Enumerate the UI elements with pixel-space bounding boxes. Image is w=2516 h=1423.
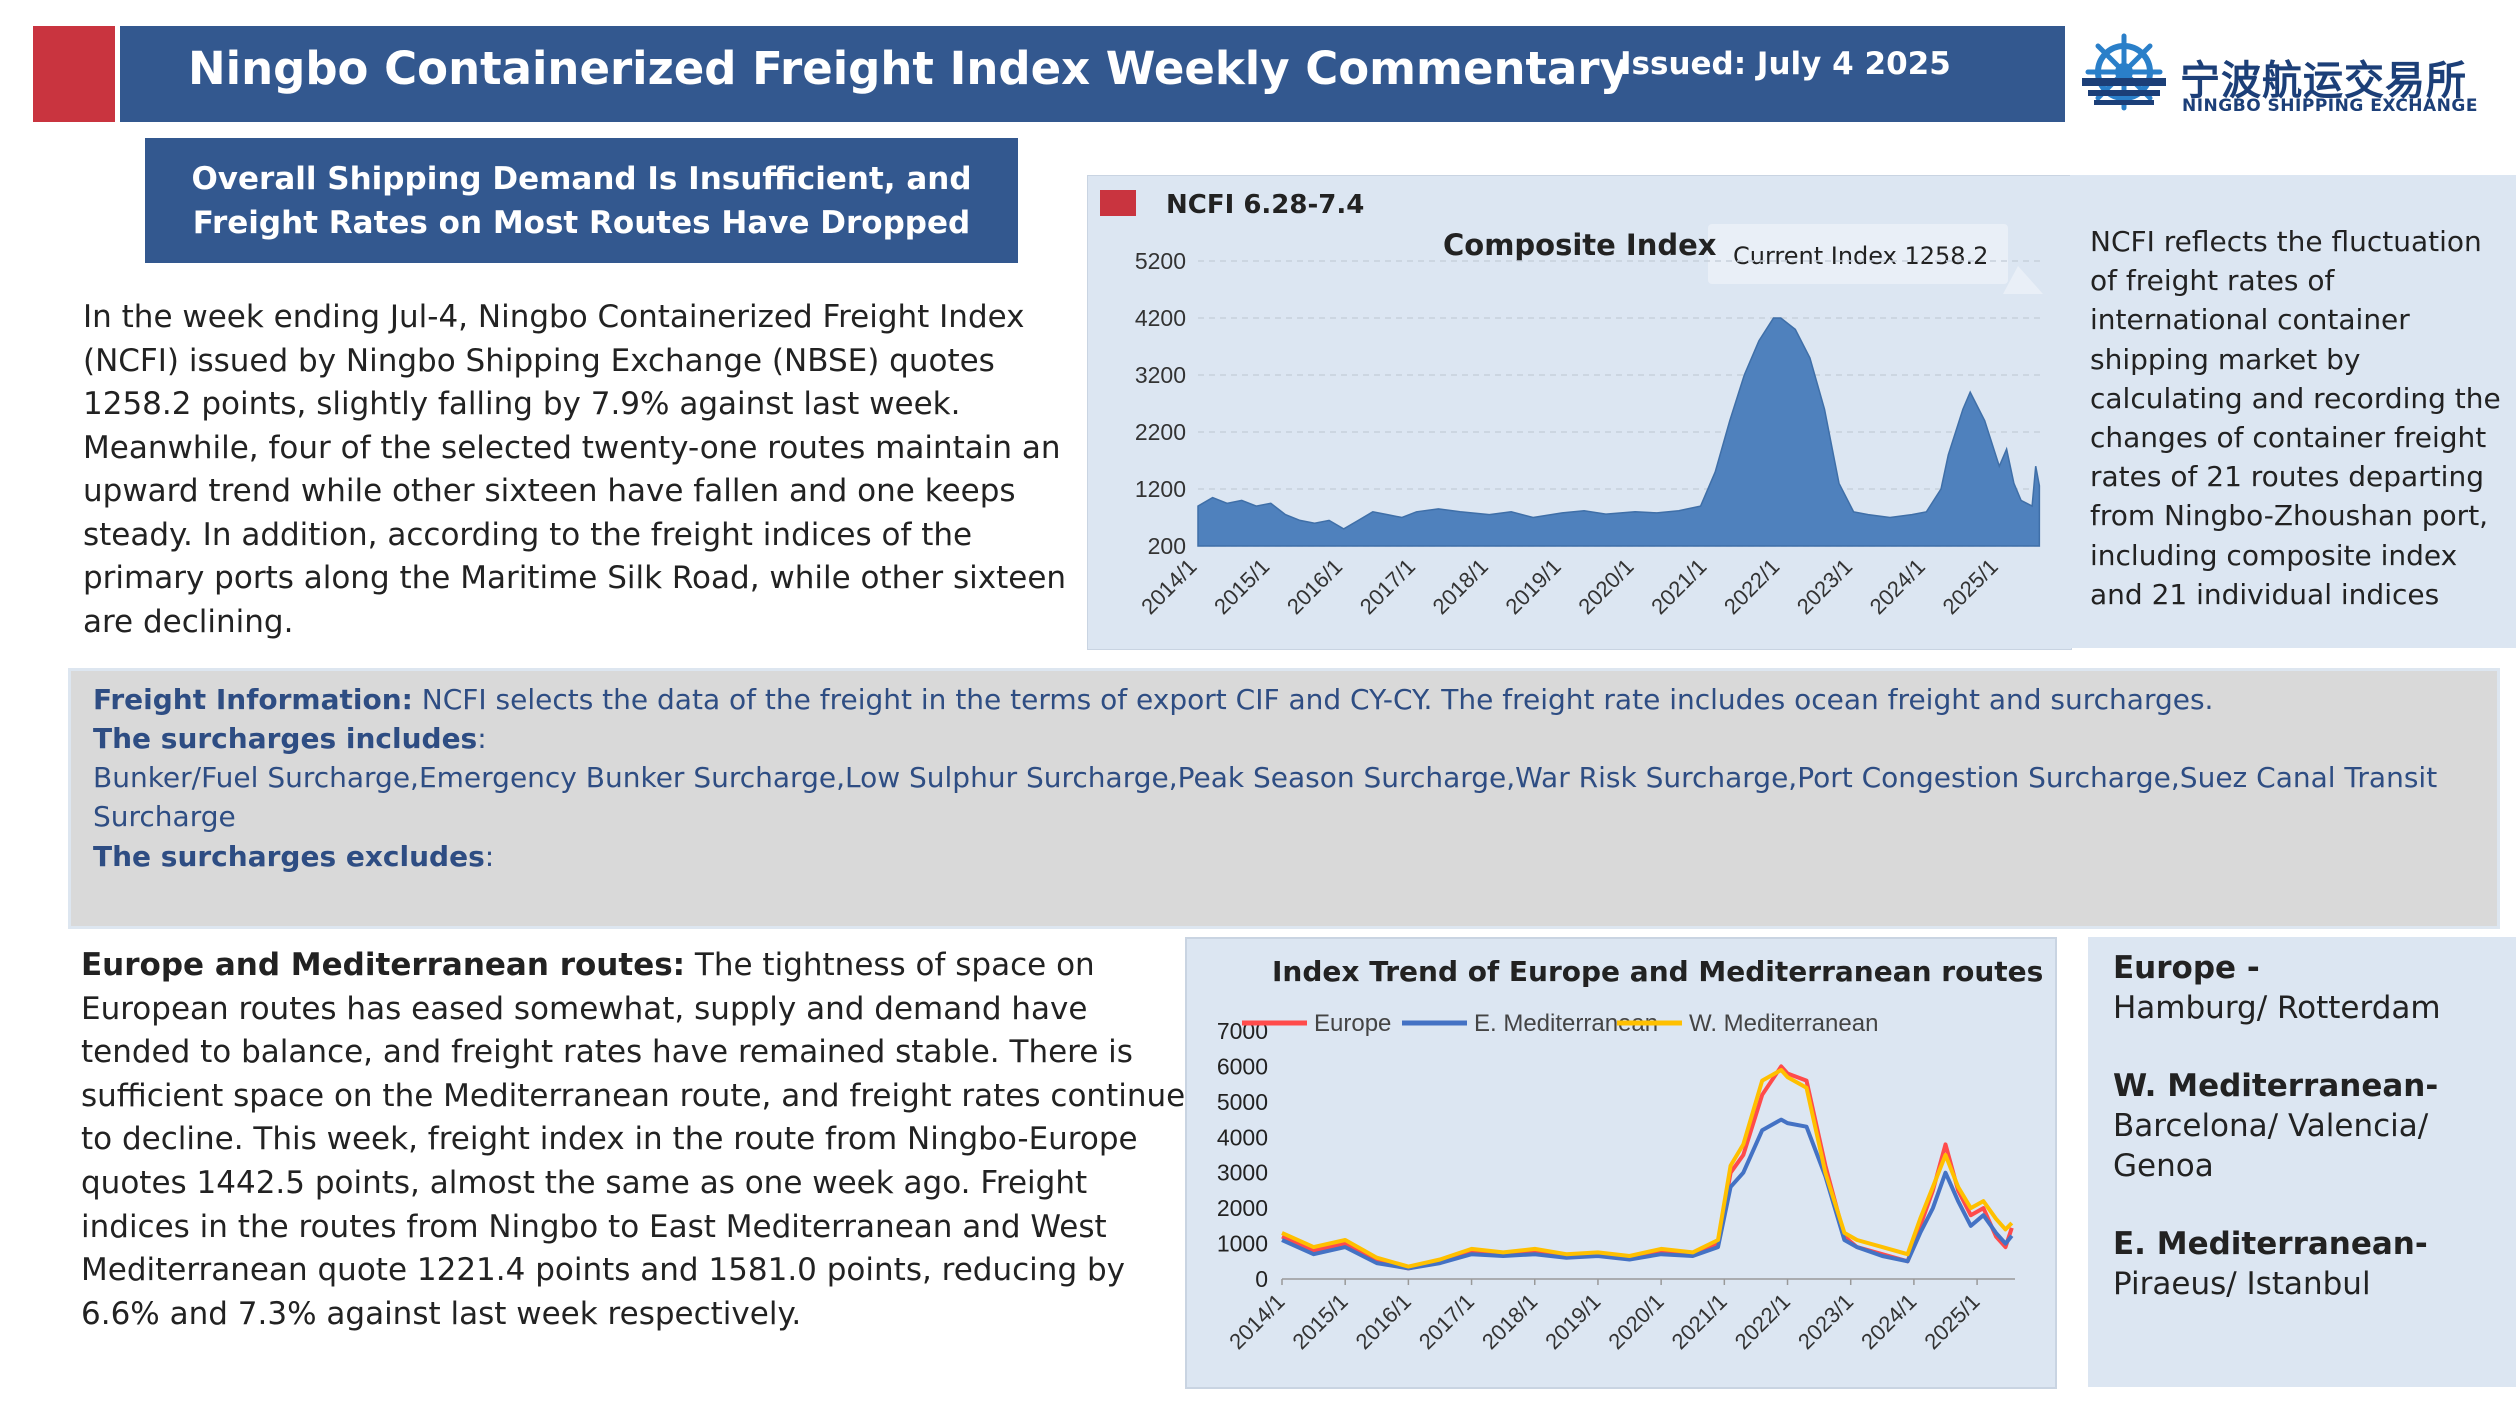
description-panel xyxy=(2070,175,2516,648)
eu-y-tick-label: 2000 xyxy=(1217,1195,1268,1221)
header-accent-block xyxy=(33,26,115,122)
ncfi-chart-panel: NCFI 6.28-7.4 Composite Index Current In… xyxy=(1087,175,2072,650)
title-bar xyxy=(120,26,2065,122)
eu-x-tick-label: 2022/1 xyxy=(1730,1289,1795,1354)
subtitle-text: Overall Shipping Demand Is Insufficient,… xyxy=(191,160,972,241)
eu-y-tick-label: 5000 xyxy=(1217,1089,1268,1115)
ncfi-x-tick-label: 2024/1 xyxy=(1865,554,1930,619)
route-wmed-ports: Barcelona/ Valencia/ xyxy=(2113,1108,2429,1144)
ncfi-x-tick-label: 2021/1 xyxy=(1646,554,1711,619)
eu-x-tick-label: 2021/1 xyxy=(1667,1289,1732,1354)
logo-chinese-name: 宁波航运交易所 xyxy=(2180,58,2467,104)
eu-y-tick-label: 3000 xyxy=(1217,1160,1268,1186)
logo-english-name: NINGBO SHIPPING EXCHANGE xyxy=(2182,96,2478,116)
summary-paragraph: In the week ending Jul-4, Ningbo Contain… xyxy=(83,299,1067,640)
ncfi-x-tick-label: 2014/1 xyxy=(1136,554,1201,619)
current-index-callout xyxy=(1708,224,2008,284)
surcharge-excludes-line: The surcharges excludes: xyxy=(93,840,495,873)
eu-series-line xyxy=(1281,1068,2014,1269)
ncfi-x-tick-label: 2020/1 xyxy=(1573,554,1638,619)
eu-series-line xyxy=(1281,1064,2014,1271)
europe-text: The tightness of space on European route… xyxy=(81,947,1186,1332)
surcharge-excludes-label: The surcharges excludes xyxy=(93,840,485,873)
surcharge-includes-label: The surcharges includes xyxy=(93,722,478,755)
ncfi-y-tick-label: 200 xyxy=(1148,533,1186,559)
eu-x-tick-label: 2016/1 xyxy=(1351,1289,1416,1354)
eu-y-tick-label: 0 xyxy=(1255,1266,1268,1292)
route-emed-ports: Piraeus/ Istanbul xyxy=(2113,1266,2371,1302)
eu-x-tick-label: 2025/1 xyxy=(1919,1289,1984,1354)
europe-paragraph: Europe and Mediterranean routes: The tig… xyxy=(81,944,1191,1336)
ncfi-x-tick-label: 2019/1 xyxy=(1500,554,1565,619)
nbse-logo: 宁波航运交易所 NINGBO SHIPPING EXCHANGE xyxy=(2070,26,2516,122)
eu-x-tick-label: 2023/1 xyxy=(1793,1289,1858,1354)
eu-x-tick-label: 2017/1 xyxy=(1414,1289,1479,1354)
subtitle-box: Overall Shipping Demand Is Insufficient,… xyxy=(145,138,1018,263)
ncfi-legend-label: NCFI 6.28-7.4 xyxy=(1166,190,1365,220)
freight-info-text: NCFI selects the data of the freight in … xyxy=(412,683,2214,716)
eu-legend-label: W. Mediterranean xyxy=(1689,1010,1878,1037)
route-emed-title: E. Mediterranean- xyxy=(2113,1226,2428,1262)
ncfi-chart: 200 1200 2200 3200 4200 5200 2014/1 2015/1 2016/… xyxy=(1135,248,2043,619)
eu-x-tick-label: 2024/1 xyxy=(1856,1289,1921,1354)
surcharge-includes-line: The surcharges includes: xyxy=(93,722,487,755)
ncfi-x-tick-label: 2022/1 xyxy=(1719,554,1784,619)
freight-info-line: Freight Information: NCFI selects the da… xyxy=(93,683,2213,716)
eu-y-tick-label: 6000 xyxy=(1217,1053,1268,1079)
ncfi-x-tick-label: 2017/1 xyxy=(1355,554,1420,619)
ncfi-chart-title: Composite Index xyxy=(1443,228,1717,262)
freight-info-label: Freight Information: xyxy=(93,683,413,716)
route-wmed-title: W. Mediterranean- xyxy=(2113,1068,2439,1104)
page-title: Ningbo Containerized Freight Index Weekl… xyxy=(188,42,1629,95)
ncfi-x-tick-label: 2015/1 xyxy=(1209,554,1274,619)
ncfi-y-tick-label: 2200 xyxy=(1135,419,1186,445)
ncfi-legend-swatch xyxy=(1100,190,1136,216)
route-europe-title: Europe - xyxy=(2113,950,2260,986)
ncfi-description: NCFI reflects the fluctuation of freight… xyxy=(2090,225,2501,611)
freight-info-band xyxy=(68,668,2500,929)
current-index-label: Current Index 1258.2 xyxy=(1733,242,1989,270)
eu-x-tick-label: 2018/1 xyxy=(1477,1289,1542,1354)
route-wmed-ports-cont: Genoa xyxy=(2113,1148,2214,1184)
europe-chart: 010002000300040005000600070002014/12015/… xyxy=(1217,1010,2015,1354)
ncfi-y-tick-label: 4200 xyxy=(1135,305,1186,331)
ncfi-x-tick-label: 2023/1 xyxy=(1792,554,1857,619)
ncfi-area-series xyxy=(1197,317,2041,547)
eu-x-tick-label: 2014/1 xyxy=(1224,1289,1289,1354)
europe-heading: Europe and Mediterranean routes: xyxy=(81,947,686,983)
ncfi-x-tick-label: 2016/1 xyxy=(1282,554,1347,619)
europe-chart-title: Index Trend of Europe and Mediterranean … xyxy=(1272,955,2044,988)
surcharge-includes-list: Bunker/Fuel Surcharge,Emergency Bunker S… xyxy=(93,761,2438,794)
ncfi-y-tick-label: 5200 xyxy=(1135,248,1186,274)
eu-y-tick-label: 4000 xyxy=(1217,1124,1268,1150)
eu-x-tick-label: 2020/1 xyxy=(1603,1289,1668,1354)
ncfi-y-tick-label: 3200 xyxy=(1135,362,1186,388)
ship-wheel-icon xyxy=(2082,33,2166,111)
eu-legend-label: Europe xyxy=(1314,1010,1391,1037)
ncfi-x-tick-label: 2025/1 xyxy=(1938,554,2003,619)
ncfi-y-tick-label: 1200 xyxy=(1135,476,1186,502)
route-europe-ports: Hamburg/ Rotterdam xyxy=(2113,990,2441,1026)
eu-series-line xyxy=(1281,1117,2014,1271)
eu-x-tick-label: 2019/1 xyxy=(1540,1289,1605,1354)
surcharge-includes-list-cont: Surcharge xyxy=(93,800,236,833)
callout-pointer xyxy=(2003,266,2043,294)
europe-chart-panel: Index Trend of Europe and Mediterranean … xyxy=(1185,937,2057,1389)
ncfi-x-tick-label: 2018/1 xyxy=(1428,554,1493,619)
eu-y-tick-label: 1000 xyxy=(1217,1231,1268,1257)
issued-date: Issued: July 4 2025 xyxy=(1620,46,1951,82)
eu-x-tick-label: 2015/1 xyxy=(1287,1289,1352,1354)
route-definitions-panel xyxy=(2088,937,2516,1387)
